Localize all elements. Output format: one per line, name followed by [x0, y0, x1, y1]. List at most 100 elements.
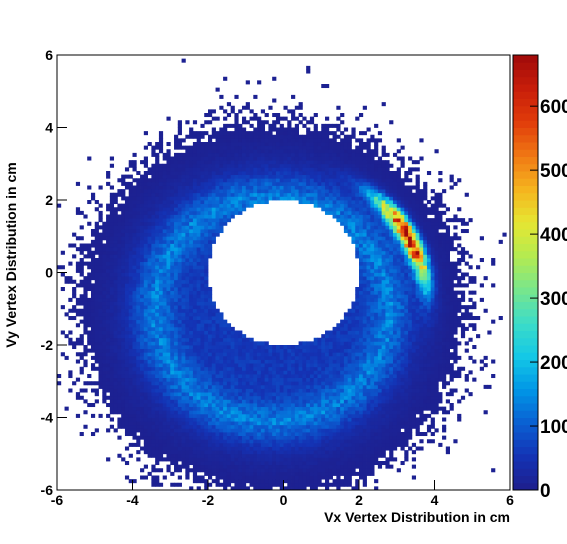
heatmap-cell — [192, 185, 198, 190]
heatmap-cell — [275, 174, 281, 179]
heatmap-cell — [113, 363, 118, 368]
heatmap-cell — [208, 305, 213, 310]
heatmap-cell — [302, 196, 307, 201]
heatmap-cell — [283, 192, 288, 197]
heatmap-cell — [174, 468, 179, 473]
heatmap-cell — [75, 312, 81, 317]
heatmap-cell — [238, 134, 243, 139]
heatmap-cell — [200, 352, 205, 357]
heatmap-cell — [260, 181, 266, 186]
heatmap-cell — [249, 348, 254, 353]
heatmap-cell — [162, 185, 167, 190]
heatmap-cell — [317, 196, 322, 201]
heatmap-cell — [279, 432, 284, 437]
heatmap-cell — [181, 287, 186, 292]
heatmap-cell — [181, 417, 186, 422]
heatmap-cell — [264, 403, 269, 408]
heatmap-cell — [332, 388, 337, 393]
heatmap-cell — [121, 348, 126, 353]
heatmap-cell — [109, 287, 115, 292]
heatmap-cell — [98, 413, 103, 418]
heatmap-cell — [177, 283, 182, 288]
heatmap-cell — [87, 283, 92, 288]
heatmap-cell — [275, 464, 281, 469]
heatmap-cell — [128, 352, 133, 357]
heatmap-cell — [230, 461, 235, 466]
heatmap-cell — [204, 287, 209, 292]
heatmap-cell — [245, 359, 250, 364]
heatmap-cell — [245, 428, 250, 433]
heatmap-cell — [208, 301, 213, 306]
heatmap-cell — [211, 352, 216, 357]
heatmap-cell — [94, 341, 99, 346]
heatmap-cell — [260, 464, 266, 469]
heatmap-cell — [287, 381, 292, 386]
heatmap-cell — [325, 471, 330, 476]
heatmap-cell — [313, 486, 318, 491]
heatmap-cell — [275, 370, 281, 375]
heatmap-cell — [245, 471, 250, 476]
heatmap-cell — [79, 265, 84, 270]
heatmap-cell — [200, 417, 205, 422]
heatmap-cell — [189, 225, 194, 230]
heatmap-cell — [283, 131, 288, 136]
heatmap-cell — [72, 243, 77, 248]
heatmap-cell — [253, 377, 258, 382]
heatmap-cell — [117, 297, 122, 302]
heatmap-cell — [241, 145, 247, 150]
heatmap-cell — [219, 410, 224, 415]
heatmap-cell — [204, 399, 209, 404]
heatmap-cell — [306, 366, 311, 371]
heatmap-cell — [249, 366, 254, 371]
heatmap-cell — [328, 471, 333, 476]
heatmap-cell — [90, 432, 96, 437]
heatmap-cell — [245, 479, 250, 484]
heatmap-cell — [249, 442, 254, 447]
heatmap-cell — [257, 355, 262, 360]
heatmap-cell — [211, 156, 216, 161]
heatmap-cell — [143, 185, 148, 190]
heatmap-cell — [140, 319, 145, 324]
heatmap-cell — [328, 366, 333, 371]
heatmap-cell — [162, 316, 167, 321]
heatmap-cell — [321, 178, 326, 183]
heatmap-cell — [158, 316, 164, 321]
heatmap-cell — [174, 181, 179, 186]
heatmap-cell — [162, 181, 167, 186]
heatmap-cell — [226, 210, 232, 215]
heatmap-cell — [291, 149, 296, 154]
heatmap-cell — [279, 156, 284, 161]
heatmap-cell — [174, 330, 179, 335]
heatmap-cell — [102, 221, 107, 226]
heatmap-cell — [215, 482, 220, 487]
heatmap-cell — [79, 272, 84, 277]
heatmap-cell — [223, 395, 228, 400]
heatmap-cell — [264, 410, 269, 415]
heatmap-cell — [264, 352, 269, 357]
heatmap-cell — [158, 142, 164, 147]
heatmap-cell — [140, 203, 145, 208]
heatmap-cell — [211, 435, 216, 440]
heatmap-cell — [279, 461, 284, 466]
heatmap-cell — [185, 149, 190, 154]
heatmap-cell — [287, 131, 292, 136]
heatmap-cell — [90, 254, 96, 259]
heatmap-cell — [174, 381, 179, 386]
heatmap-cell — [241, 203, 247, 208]
heatmap-cell — [260, 403, 266, 408]
heatmap-cell — [151, 305, 156, 310]
heatmap-cell — [272, 399, 277, 404]
heatmap-cell — [287, 178, 292, 183]
heatmap-cell — [325, 138, 330, 143]
heatmap-cell — [328, 381, 333, 386]
heatmap-cell — [166, 236, 171, 241]
heatmap-cell — [196, 450, 201, 455]
heatmap-cell — [332, 156, 337, 161]
heatmap-cell — [298, 370, 303, 375]
heatmap-cell — [155, 352, 160, 357]
heatmap-cell — [140, 305, 145, 310]
heatmap-cell — [309, 138, 315, 143]
heatmap-cell — [106, 363, 111, 368]
heatmap-cell — [272, 138, 277, 143]
heatmap-cell — [185, 337, 190, 342]
